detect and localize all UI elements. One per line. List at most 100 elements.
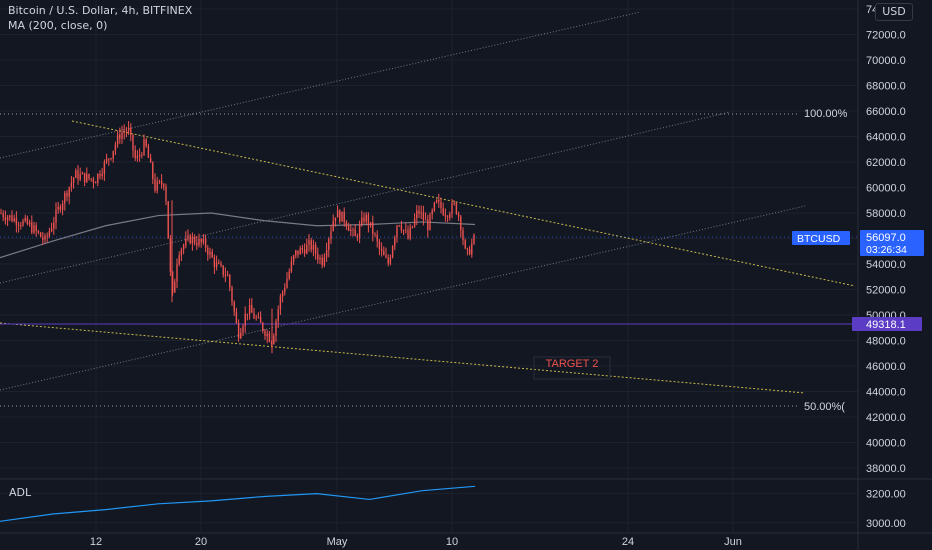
candle-body — [396, 225, 398, 238]
candle-body — [127, 128, 130, 131]
candle-body — [314, 244, 317, 254]
candle-body — [15, 218, 18, 226]
candle-body — [222, 265, 224, 275]
candle-body — [358, 224, 361, 238]
candle-body — [435, 199, 438, 203]
symbol-badge — [792, 231, 850, 245]
candle-body — [460, 216, 462, 231]
candle-body — [378, 241, 381, 249]
candle-body — [97, 173, 99, 184]
candle-body — [90, 178, 92, 180]
candle-body — [66, 192, 68, 197]
indicator-ma-label[interactable]: MA (200, close, 0) — [8, 19, 108, 32]
price-tick-label: 42000.0 — [866, 412, 906, 424]
candle-body — [277, 309, 279, 322]
candle-body — [259, 316, 262, 323]
candle-body — [400, 225, 403, 231]
candle-body — [330, 230, 332, 239]
adl-line — [0, 485, 476, 522]
candle-body — [303, 249, 306, 254]
symbol-badge-text: BTCUSD — [797, 233, 841, 245]
candle-body — [50, 228, 53, 232]
price-tick-label: 52000.0 — [866, 285, 906, 297]
candle-body — [281, 292, 284, 297]
candle-body — [37, 230, 40, 233]
price-tick-label: 64000.0 — [866, 132, 906, 144]
candle-body — [383, 250, 385, 256]
candle-body — [75, 170, 77, 178]
candle-body — [86, 173, 88, 182]
candle-body — [308, 240, 310, 245]
candle-body — [310, 240, 312, 250]
candle-body — [9, 215, 11, 218]
candle-body — [339, 210, 341, 222]
candle-body — [55, 209, 57, 223]
candle-body — [101, 173, 103, 177]
candle-body — [466, 248, 469, 250]
candle-body — [224, 274, 227, 276]
candle-body — [231, 287, 233, 302]
candle-body — [20, 225, 22, 227]
candle-body — [48, 231, 51, 236]
candle-body — [6, 217, 9, 221]
candle-body — [99, 173, 101, 177]
time-tick-label: Jun — [724, 536, 742, 548]
candle-body — [209, 251, 211, 255]
adl-layer — [0, 485, 476, 522]
candle-body — [218, 262, 220, 264]
candle-body — [312, 244, 315, 250]
price-tick-label: 40000.0 — [866, 438, 906, 450]
candle-body — [398, 225, 400, 227]
currency-button[interactable]: USD — [875, 3, 913, 21]
candle-body — [367, 214, 370, 226]
candle-body — [332, 220, 334, 231]
time-tick-label: 12 — [90, 536, 102, 548]
candle-body — [394, 237, 396, 247]
candle-body — [301, 248, 304, 250]
candle-body — [4, 217, 7, 221]
price-tick-label: 46000.0 — [866, 361, 906, 373]
candle-body — [204, 238, 207, 248]
channel-line — [0, 111, 731, 284]
candle-body — [0, 213, 2, 214]
target-label: TARGET 2 — [546, 358, 599, 370]
price-tick-label: 72000.0 — [866, 30, 906, 42]
candle-body — [213, 257, 216, 267]
price-tick-label: 70000.0 — [866, 55, 906, 67]
ma-200-line — [0, 212, 476, 259]
candle-body — [471, 243, 473, 255]
adl-indicator-label[interactable]: ADL — [9, 486, 32, 499]
candle-body — [180, 249, 183, 256]
candle-body — [306, 244, 308, 254]
candle-body — [13, 218, 15, 222]
candle-body — [123, 131, 125, 133]
candle-body — [473, 234, 475, 244]
ma-line-layer — [0, 212, 476, 259]
candle-body — [24, 218, 26, 221]
candle-body — [189, 235, 191, 244]
candle-body — [286, 278, 288, 288]
candle-body — [424, 219, 427, 221]
candle-body — [112, 150, 114, 159]
candle-body — [325, 250, 328, 258]
candle-body — [64, 192, 66, 204]
candle-body — [158, 180, 161, 182]
candle-body — [57, 206, 59, 210]
candle-body — [288, 271, 290, 279]
trend-lines: TARGET 2 100.00% 50.00%( — [0, 11, 858, 413]
candle-body — [422, 212, 425, 220]
candle-body — [136, 156, 139, 159]
candle-body — [334, 217, 337, 221]
candle-body — [255, 317, 257, 319]
candle-body — [70, 182, 73, 188]
candle-body — [284, 287, 286, 293]
candle-body — [462, 230, 464, 241]
candle-body — [105, 158, 108, 162]
candle-body — [350, 229, 352, 231]
price-tick-label: 58000.0 — [866, 208, 906, 220]
candle-body — [11, 215, 13, 222]
candle-body — [444, 214, 447, 217]
candle-body — [413, 218, 416, 227]
